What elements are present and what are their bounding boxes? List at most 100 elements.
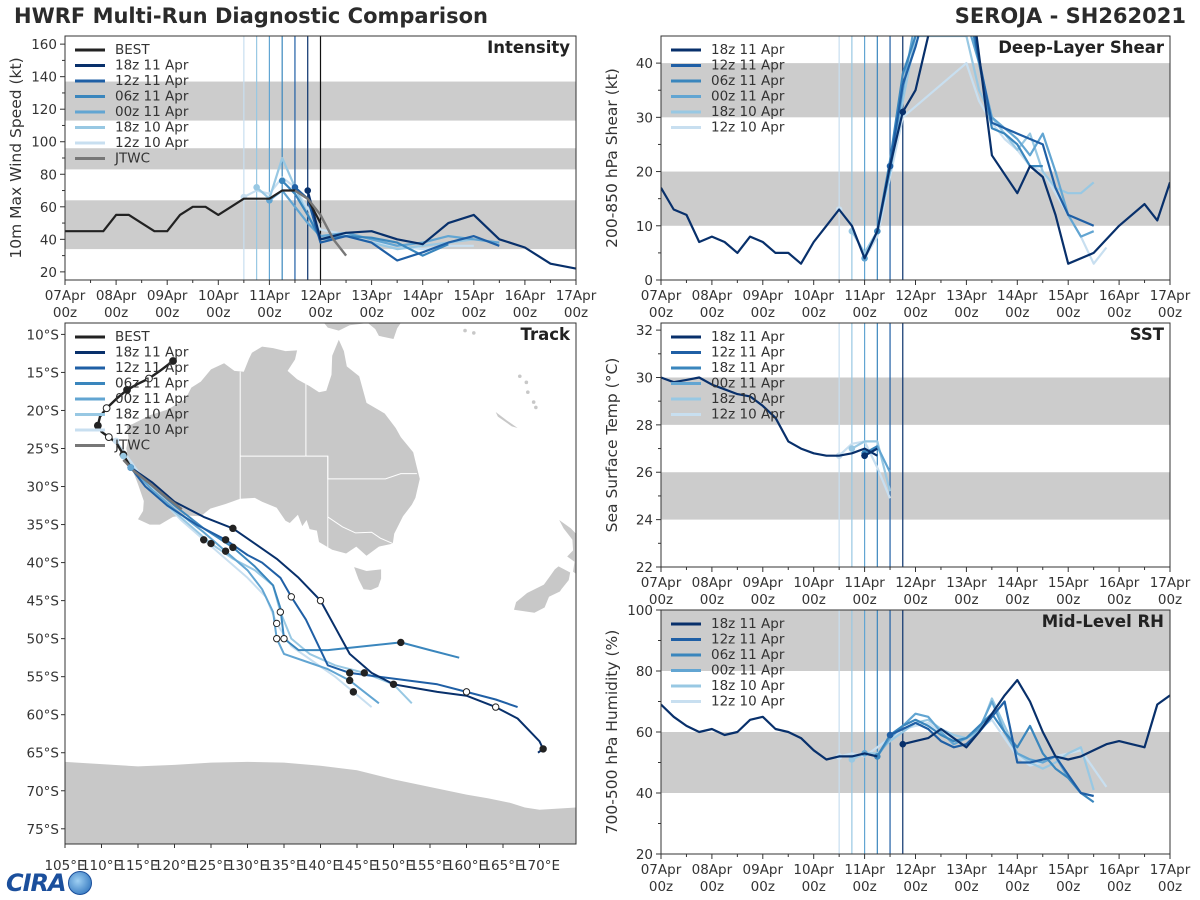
track-forecast-marker <box>273 634 281 643</box>
intensity-xtick-label: 00z <box>104 305 128 321</box>
intensity-ytick-label: 80 <box>40 167 57 183</box>
sst-plot-area <box>661 323 1170 567</box>
intensity-xtick-label: 00z <box>513 305 537 321</box>
sst-title: SST <box>1130 325 1165 344</box>
rh-init-point <box>848 756 856 763</box>
shear-xtick-label: 00z <box>1005 305 1029 321</box>
shear-xtick-label: 16Apr <box>1099 288 1140 304</box>
intensity-xtick-label: 11Apr <box>249 288 290 304</box>
sst-series-line <box>851 440 892 492</box>
shear-legend-label: 18z 10 Apr <box>711 104 785 120</box>
track-legend-label: JTWC <box>114 438 150 454</box>
rh-xtick-label: 00z <box>1158 879 1182 895</box>
rh-xtick-label: 16Apr <box>1099 862 1140 878</box>
shear-xtick-label: 11Apr <box>844 288 885 304</box>
track-init-point <box>127 464 134 471</box>
sst-xtick-label: 07Apr <box>641 575 682 591</box>
intensity-legend-label: 06z 11 Apr <box>115 89 189 105</box>
new-zealand-south-island <box>514 566 571 613</box>
rh-legend-label: 18z 11 Apr <box>711 616 785 632</box>
track-ytick-label: 70°S <box>27 784 60 800</box>
sst-xtick-label: 00z <box>954 592 978 608</box>
shear-xtick-label: 00z <box>1107 305 1131 321</box>
shear-legend-label: 12z 11 Apr <box>711 58 785 74</box>
shear-xtick-label: 14Apr <box>997 288 1038 304</box>
intensity-xtick-label: 12Apr <box>300 288 341 304</box>
rh-xtick-label: 14Apr <box>997 862 1038 878</box>
intensity-xtick-label: 15Apr <box>454 288 495 304</box>
intensity-xtick-label: 00z <box>411 305 435 321</box>
intensity-xtick-label: 00z <box>53 305 77 321</box>
sst-xtick-label: 08Apr <box>692 575 733 591</box>
track-forecast-marker <box>229 524 237 533</box>
rh-xtick-label: 13Apr <box>946 862 987 878</box>
sst-ylabel: Sea Surface Temp (°C) <box>603 358 621 533</box>
track-legend-label: 18z 10 Apr <box>115 407 189 423</box>
intensity-title: Intensity <box>487 38 570 57</box>
track-ytick-label: 20°S <box>27 403 60 419</box>
pacific-island <box>524 380 529 385</box>
shear-series-line <box>901 36 1170 265</box>
sst-xtick-label: 13Apr <box>946 575 987 591</box>
shear-ytick-label: 0 <box>644 273 653 289</box>
track-xtick-label: 155°E <box>409 858 450 874</box>
track-init-point <box>120 452 127 460</box>
rh-xtick-label: 00z <box>903 879 927 895</box>
rh-xtick-label: 09Apr <box>743 862 784 878</box>
intensity-init-point <box>253 183 260 191</box>
intensity-legend-label: JTWC <box>114 151 150 167</box>
shear-xtick-label: 00z <box>649 305 673 321</box>
track-xtick-label: 145°E <box>336 858 377 874</box>
sst-xtick-label: 00z <box>903 592 927 608</box>
shear-best-line <box>661 111 904 265</box>
rh-series-line <box>889 700 1094 798</box>
track-forecast-marker <box>273 619 281 628</box>
intensity-legend-label: 12z 10 Apr <box>115 135 189 151</box>
intensity-ytick-label: 20 <box>40 265 57 281</box>
rh-xtick-label: 12Apr <box>895 862 936 878</box>
sst-init-point <box>861 452 868 459</box>
track-forecast-line <box>130 466 545 754</box>
sst-best-line <box>661 376 878 457</box>
rh-legend-label: 12z 11 Apr <box>711 632 785 648</box>
track-ytick-label: 75°S <box>27 822 60 838</box>
rh-legend-label: 12z 10 Apr <box>711 694 785 710</box>
rh-xtick-label: 00z <box>649 879 673 895</box>
sst-xtick-label: 16Apr <box>1099 575 1140 591</box>
rh-ytick-label: 100 <box>627 603 653 619</box>
shear-xtick-label: 00z <box>903 305 927 321</box>
rh-xtick-label: 08Apr <box>692 862 733 878</box>
storm-id: SEROJA - SH262021 <box>954 4 1186 28</box>
sst-ytick-label: 32 <box>636 323 653 339</box>
sst-xtick-label: 00z <box>802 592 826 608</box>
intensity-series-line <box>306 190 576 270</box>
shear-xtick-label: 17Apr <box>1150 288 1191 304</box>
track-forecast-marker <box>207 539 215 548</box>
shear-threshold-band <box>661 171 1170 226</box>
globe-icon <box>67 871 92 895</box>
rh-init-point <box>899 740 907 748</box>
track-forecast-marker <box>221 536 230 544</box>
cira-logo-text: CIRA <box>6 869 67 897</box>
sst-xtick-label: 00z <box>751 592 775 608</box>
rh-ylabel: 700-500 hPa Humidity (%) <box>603 630 621 835</box>
track-forecast-marker <box>287 593 295 601</box>
sst-ytick-label: 22 <box>636 560 653 576</box>
track-best-marker <box>169 357 177 365</box>
track-xtick-label: 130°E <box>227 858 268 874</box>
track-forecast-marker <box>200 536 208 544</box>
sst-xtick-label: 00z <box>1005 592 1029 608</box>
track-xtick-label: 110°E <box>81 858 122 874</box>
intensity-series-line <box>243 176 474 251</box>
rh-xtick-label: 00z <box>802 879 826 895</box>
rh-series-line <box>902 679 1170 761</box>
sst-xtick-label: 00z <box>700 592 724 608</box>
shear-xtick-label: 00z <box>802 305 826 321</box>
track-xtick-label: 140°E <box>300 858 341 874</box>
shear-xtick-label: 00z <box>1056 305 1080 321</box>
tasmania-landmass <box>354 567 382 590</box>
sst-threshold-band <box>661 377 1170 425</box>
intensity-xtick-label: 10Apr <box>198 288 239 304</box>
state-border-nsw-vic <box>327 516 393 545</box>
